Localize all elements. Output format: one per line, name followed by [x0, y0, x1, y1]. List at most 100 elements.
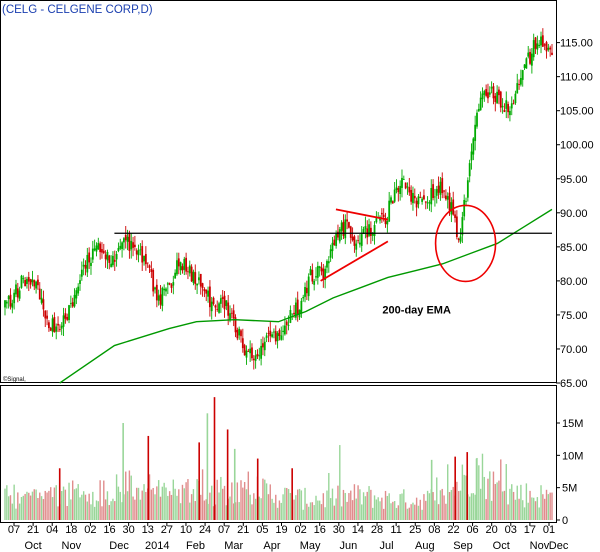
volume-bar — [500, 459, 502, 520]
volume-bar — [110, 501, 112, 520]
volume-bar — [322, 493, 325, 520]
volume-bar — [189, 502, 191, 520]
candle-body — [95, 245, 98, 252]
candle-body — [305, 287, 308, 294]
volume-bar — [470, 493, 473, 520]
volume-bar — [439, 490, 442, 520]
candle-body — [117, 247, 120, 251]
candle-body — [490, 87, 493, 89]
volume-bar — [372, 507, 374, 520]
volume-bar — [501, 491, 504, 520]
volume-bar — [293, 499, 295, 520]
price-panel-frame — [0, 0, 557, 383]
volume-bar — [478, 465, 480, 520]
candle-body — [280, 335, 283, 340]
volume-bar — [463, 474, 465, 520]
candle-body — [276, 333, 279, 342]
candle-body — [115, 254, 118, 260]
candle-body — [214, 305, 217, 308]
candle-body — [155, 284, 158, 301]
candle-body — [208, 286, 211, 308]
candle-body — [194, 272, 197, 285]
price-tick-label: 110.00 — [560, 72, 593, 84]
chart-overlays — [59, 204, 553, 384]
candle-body — [391, 201, 394, 204]
candle-body — [271, 334, 273, 337]
candle-body — [461, 217, 464, 236]
ema-200-line — [59, 208, 553, 384]
volume-bar — [161, 486, 164, 520]
x-month-label: Apr — [263, 540, 280, 552]
candle-body — [388, 200, 391, 222]
price-tick-label: 100.00 — [560, 140, 594, 152]
candle-body — [258, 355, 261, 357]
candle-body — [518, 84, 520, 85]
volume-spike — [291, 468, 293, 520]
volume-bar — [474, 494, 476, 520]
volume-bar — [280, 502, 282, 520]
candle-body — [316, 266, 319, 278]
candle-body — [324, 268, 327, 281]
volume-bar — [286, 487, 288, 520]
volume-spike — [198, 442, 200, 520]
volume-bar — [176, 495, 178, 520]
candle-body — [51, 318, 54, 332]
candle-body — [333, 239, 336, 245]
volume-bar — [540, 485, 542, 520]
candle-body — [48, 322, 50, 329]
volume-bar — [223, 485, 226, 520]
volume-bar — [401, 493, 403, 520]
volume-bar — [547, 494, 550, 520]
x-tick-label: 18 — [65, 524, 77, 536]
candle-body — [22, 278, 25, 280]
volume-tick-label: 5M — [562, 483, 577, 495]
candle-body — [487, 92, 489, 99]
volume-panel-frame — [0, 385, 557, 523]
candle-body — [315, 276, 317, 278]
candle-body — [296, 299, 299, 315]
volume-bar — [66, 506, 68, 520]
candle-body — [97, 243, 100, 250]
candle-body — [538, 44, 541, 46]
candle-body — [540, 36, 542, 46]
volume-spike — [213, 397, 216, 520]
candle-body — [547, 47, 550, 50]
volume-bar — [187, 479, 189, 520]
candle-body — [454, 214, 456, 218]
candle-body — [549, 47, 552, 50]
volume-bar — [236, 482, 239, 520]
volume-bar — [483, 476, 486, 520]
volume-bar — [238, 502, 240, 520]
candle-body — [443, 190, 445, 192]
candle-body — [505, 100, 508, 109]
volume-bar — [273, 502, 275, 520]
volume-bar — [232, 503, 235, 520]
volume-bar — [406, 508, 409, 520]
volume-bar — [37, 498, 39, 520]
candle-body — [541, 35, 544, 47]
volume-bar — [410, 504, 412, 520]
volume-bar — [386, 495, 389, 520]
volume-bar — [351, 500, 354, 520]
price-tick-label: 75.00 — [560, 310, 588, 322]
volume-bar — [71, 480, 74, 520]
candle-body — [133, 244, 136, 248]
candle-body — [35, 281, 38, 289]
candle-body — [503, 109, 506, 113]
candle-body — [247, 351, 250, 352]
volume-bar — [165, 487, 167, 520]
volume-bar — [456, 481, 458, 520]
volume-bar — [415, 497, 418, 520]
volume-bar — [313, 505, 315, 520]
candle-body — [368, 224, 370, 236]
volume-bar — [522, 500, 524, 520]
volume-bar — [447, 464, 449, 520]
volume-bar — [441, 488, 443, 520]
volume-bar — [117, 486, 120, 520]
candle-body — [512, 103, 515, 105]
volume-bar — [192, 489, 195, 520]
x-month-label: 2014 — [145, 540, 169, 552]
volume-bar — [329, 498, 332, 520]
candle-body — [450, 202, 453, 215]
volume-bar — [179, 503, 182, 520]
